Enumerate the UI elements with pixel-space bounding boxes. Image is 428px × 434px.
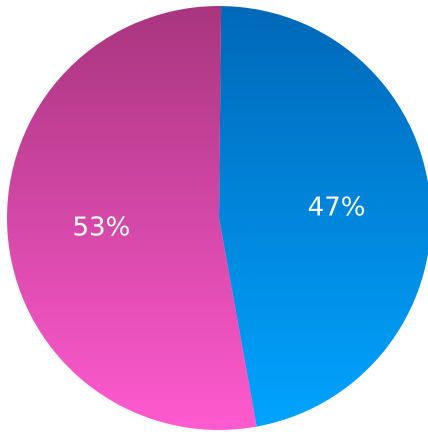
pie-slice-label-2: 53%	[73, 212, 131, 242]
pie-labels: 47% 53%	[73, 193, 366, 243]
pie-slice-1	[219, 6, 428, 427]
pie-slices	[6, 6, 428, 431]
pie-slice-label-1: 47%	[308, 193, 366, 223]
pie-slice-2	[6, 6, 257, 431]
